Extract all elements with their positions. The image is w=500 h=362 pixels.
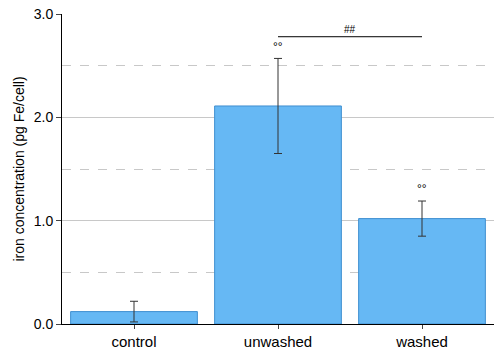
svg-text:iron concentration (pg Fe/cell: iron concentration (pg Fe/cell) (11, 76, 27, 261)
svg-text:control: control (111, 333, 156, 350)
svg-text:3.0: 3.0 (34, 6, 54, 22)
svg-text:unwashed: unwashed (244, 333, 312, 350)
svg-text:°°: °° (417, 182, 427, 196)
svg-text:1.0: 1.0 (34, 213, 54, 229)
svg-text:##: ## (344, 24, 356, 35)
svg-text:0.0: 0.0 (34, 316, 54, 332)
svg-text:2.0: 2.0 (34, 109, 54, 125)
svg-text:washed: washed (395, 333, 448, 350)
svg-text:°°: °° (273, 40, 283, 54)
